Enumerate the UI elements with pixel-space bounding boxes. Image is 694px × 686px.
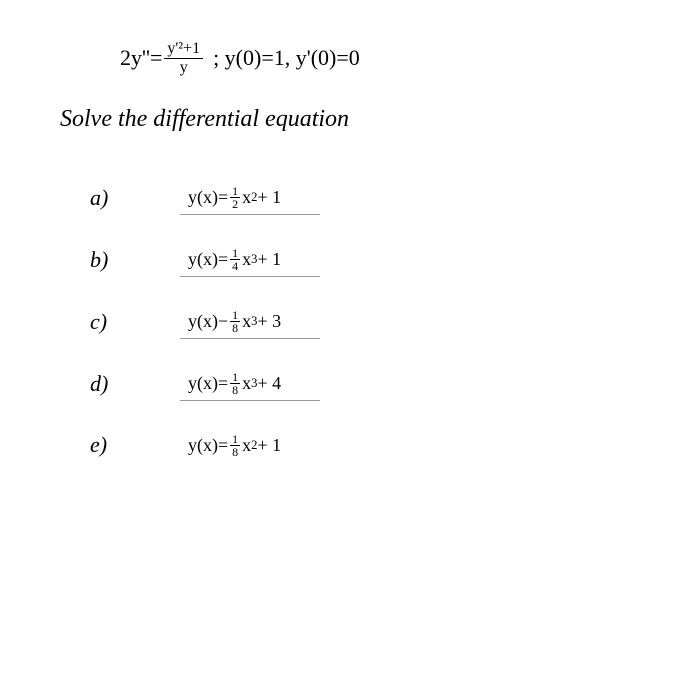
option-formula: y(x) =12x2 + 1 xyxy=(180,183,320,215)
fraction-denominator: 4 xyxy=(230,260,240,272)
formula-fraction: 18 xyxy=(230,309,240,334)
formula-operator: = xyxy=(218,187,228,208)
formula-fraction: 12 xyxy=(230,185,240,210)
formula-tail: + 1 xyxy=(257,435,281,456)
option-formula: y(x) =14x3 + 1 xyxy=(180,245,320,277)
power-base: x xyxy=(242,249,251,270)
equation-lhs: 2y'' = y'²+1 y xyxy=(120,40,205,76)
initial-conditions: ; y(0)=1, y'(0)=0 xyxy=(213,45,360,71)
fraction-denominator: 2 xyxy=(230,198,240,210)
power-base: x xyxy=(242,311,251,332)
option-row: d)y(x) =18x3 + 4 xyxy=(90,369,634,401)
power-base: x xyxy=(242,373,251,394)
formula-prefix: y(x) xyxy=(188,187,218,208)
formula-operator: = xyxy=(218,435,228,456)
formula-tail: + 1 xyxy=(257,249,281,270)
option-formula: y(x) =18x3 + 4 xyxy=(180,369,320,401)
power-base: x xyxy=(242,187,251,208)
formula-operator: = xyxy=(218,373,228,394)
formula-tail: + 4 xyxy=(257,373,281,394)
formula-fraction: 18 xyxy=(230,371,240,396)
formula-operator: − xyxy=(218,311,228,332)
formula-prefix: y(x) xyxy=(188,435,218,456)
prompt-text: Solve the differential equation xyxy=(60,106,634,133)
option-row: a)y(x) =12x2 + 1 xyxy=(90,183,634,215)
option-row: b)y(x) =14x3 + 1 xyxy=(90,245,634,277)
option-formula: y(x) −18x3 + 3 xyxy=(180,307,320,339)
power-base: x xyxy=(242,435,251,456)
equation-fraction: y'²+1 y xyxy=(164,40,203,76)
equation-frac-den: y xyxy=(177,59,191,77)
formula-prefix: y(x) xyxy=(188,311,218,332)
fraction-denominator: 8 xyxy=(230,322,240,334)
differential-equation: 2y'' = y'²+1 y ; y(0)=1, y'(0)=0 xyxy=(120,40,634,76)
equation-frac-num: y'²+1 xyxy=(164,40,203,59)
equation-coeff: 2y'' xyxy=(120,45,150,71)
formula-tail: + 3 xyxy=(257,311,281,332)
option-formula: y(x) =18x2 + 1 xyxy=(180,431,320,462)
option-row: c)y(x) −18x3 + 3 xyxy=(90,307,634,339)
options-list: a)y(x) =12x2 + 1b)y(x) =14x3 + 1c)y(x) −… xyxy=(90,183,634,462)
equation-eq-sign: = xyxy=(150,45,162,71)
formula-prefix: y(x) xyxy=(188,249,218,270)
option-label: b) xyxy=(90,247,180,277)
fraction-denominator: 8 xyxy=(230,384,240,396)
formula-operator: = xyxy=(218,249,228,270)
option-label: d) xyxy=(90,371,180,401)
formula-prefix: y(x) xyxy=(188,373,218,394)
formula-fraction: 14 xyxy=(230,247,240,272)
option-row: e)y(x) =18x2 + 1 xyxy=(90,431,634,462)
option-label: a) xyxy=(90,185,180,215)
fraction-denominator: 8 xyxy=(230,446,240,458)
formula-tail: + 1 xyxy=(257,187,281,208)
formula-fraction: 18 xyxy=(230,433,240,458)
option-label: c) xyxy=(90,309,180,339)
option-label: e) xyxy=(90,432,180,462)
